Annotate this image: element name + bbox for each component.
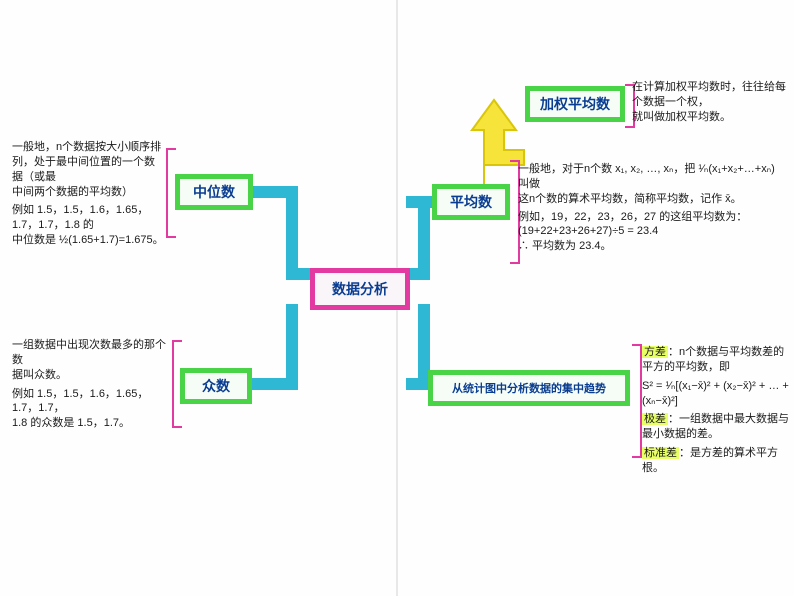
text-line: 例如，19，22，23，26，27 的这组平均数为： [518,210,788,225]
text-line: 例如 1.5，1.5，1.6，1.65，1.7，1.7，1.8 的 [12,203,164,233]
node-median: 中位数 [175,174,253,210]
node-trend: 从统计图中分析数据的集中趋势 [428,370,630,406]
mindmap-canvas: 数据分析 中位数 众数 平均数 加权平均数 从统计图中分析数据的集中趋势 一般地… [0,0,794,596]
annotation-mean: 一般地，对于n个数 x₁, x₂, …, xₙ，把 ¹⁄ₙ(x₁+x₂+…+xₙ… [518,162,788,254]
node-label: 众数 [202,376,230,396]
text-line: 一组数据中出现次数最多的那个数 [12,338,168,368]
node-label: 从统计图中分析数据的集中趋势 [452,380,606,396]
text-line: 例如 1.5，1.5，1.6，1.65，1.7，1.7， [12,387,168,417]
node-label: 中位数 [193,182,235,202]
text-line: S² = ¹⁄ₙ[(x₁−x̄)² + (x₂−x̄)² + … + (xₙ−x… [642,379,792,409]
text-line: 在计算加权平均数时，往往给每个数据一个权， [632,80,788,110]
annotation-median: 一般地，n个数据按大小顺序排 列，处于最中间位置的一个数据（或最 中间两个数据的… [12,140,164,248]
term-stddev: 标准差 [642,447,679,459]
text-line: 极差：一组数据中最大数据与最小数据的差。 [642,412,792,442]
center-label: 数据分析 [332,279,388,299]
node-mean: 平均数 [432,184,510,220]
node-mode: 众数 [180,368,252,404]
text-line: 1.8 的众数是 1.5，1.7。 [12,416,168,431]
text-line: ∴ 平均数为 23.4。 [518,239,788,254]
text-line: 一般地，对于n个数 x₁, x₂, …, xₙ，把 ¹⁄ₙ(x₁+x₂+…+xₙ… [518,162,788,192]
text-line: 中位数是 ½(1.65+1.7)=1.675。 [12,233,164,248]
text-line: 中间两个数据的平均数） [12,185,164,200]
bracket-median [166,148,176,238]
term-variance: 方差 [642,346,668,358]
connector [286,304,298,384]
term-range: 极差 [642,413,668,425]
bracket-trend [632,344,642,458]
bracket-mode [172,340,182,428]
connector [250,378,298,390]
text-line: 一般地，n个数据按大小顺序排 [12,140,164,155]
text-line: 据叫众数。 [12,368,168,383]
text-line: 标准差：是方差的算术平方根。 [642,446,792,476]
node-label: 平均数 [450,192,492,212]
text-line: 列，处于最中间位置的一个数据（或最 [12,155,164,185]
node-weighted: 加权平均数 [525,86,625,122]
text-line: 就叫做加权平均数。 [632,110,788,125]
center-node: 数据分析 [310,268,410,310]
text-line: 方差：n个数据与平均数差的平方的平均数，即 [642,345,792,375]
connector [286,192,298,274]
annotation-trend: 方差：n个数据与平均数差的平方的平均数，即 S² = ¹⁄ₙ[(x₁−x̄)² … [642,345,792,476]
annotation-weighted: 在计算加权平均数时，往往给每个数据一个权， 就叫做加权平均数。 [632,80,788,125]
text-line: (19+22+23+26+27)÷5 = 23.4 [518,224,788,239]
text-line: 这n个数的算术平均数，简称平均数，记作 x̄。 [518,192,788,207]
node-label: 加权平均数 [540,94,610,114]
annotation-mode: 一组数据中出现次数最多的那个数 据叫众数。 例如 1.5，1.5，1.6，1.6… [12,338,168,431]
connector [250,186,298,198]
